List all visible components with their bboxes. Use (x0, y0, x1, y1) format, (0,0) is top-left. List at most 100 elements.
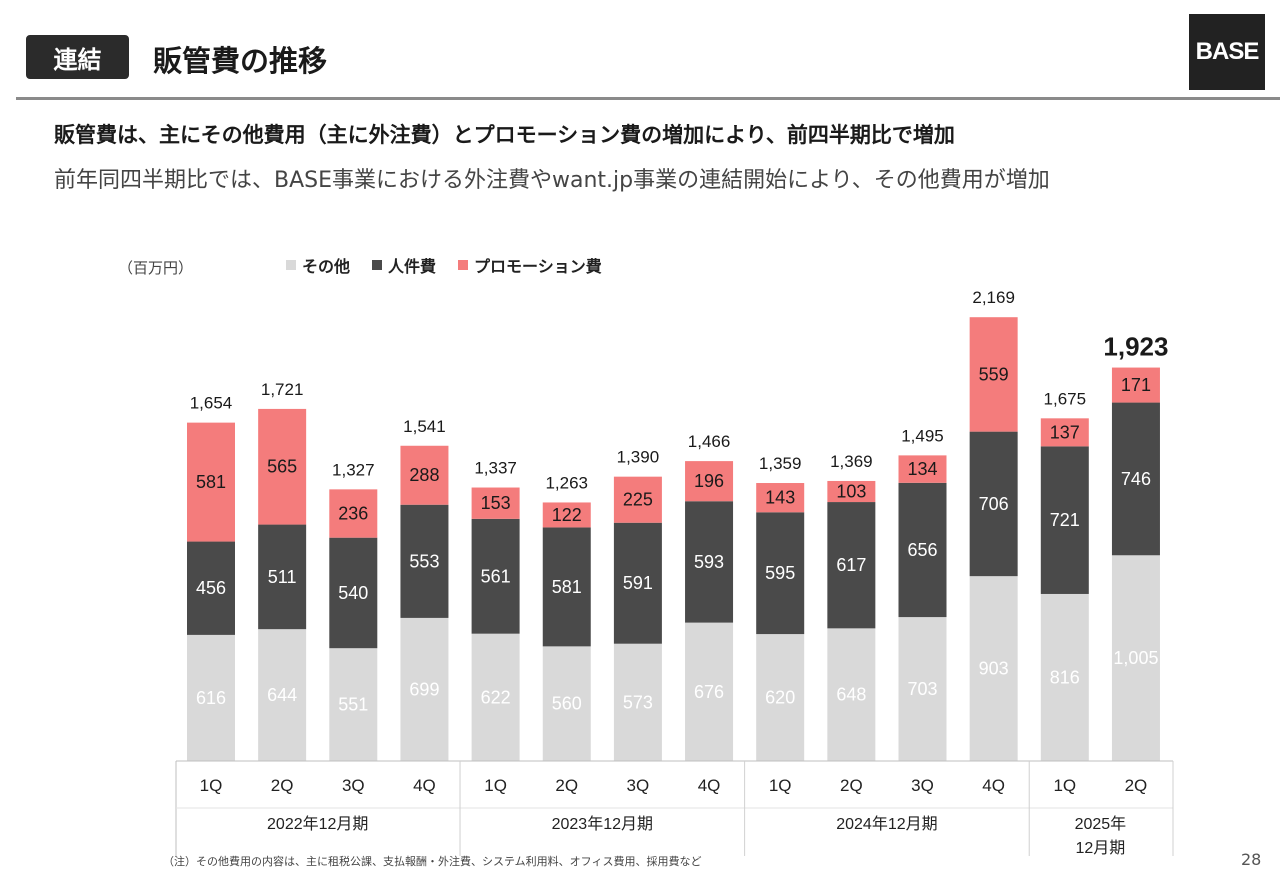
data-label-promotion-12: 559 (979, 364, 1009, 384)
consolidated-badge: 連結 (26, 35, 129, 79)
data-label-other-11: 703 (907, 679, 937, 699)
data-label-personnel-7: 591 (623, 573, 653, 593)
bar-other-11 (898, 617, 947, 761)
summary-line-2: 前年同四半期比では、BASE事業における外注費やwant.jp事業の連結開始によ… (54, 168, 1050, 193)
total-label-13: 1,675 (1044, 389, 1087, 408)
fiscal-year-label-3: 2024年12月期 (836, 815, 937, 833)
page-title: 販管費の推移 (153, 44, 328, 78)
data-label-other-13: 816 (1050, 667, 1080, 687)
fiscal-year-label-4-line-2: 12月期 (1075, 839, 1125, 857)
data-label-promotion-2: 565 (267, 457, 297, 477)
total-label-12: 2,169 (972, 288, 1015, 307)
bar-promotion-10 (827, 480, 876, 503)
quarter-label-11: 3Q (911, 776, 934, 795)
bar-promotion-2 (258, 408, 307, 525)
total-label-8: 1,466 (688, 432, 731, 451)
data-label-other-5: 622 (481, 687, 511, 707)
data-label-other-10: 648 (836, 685, 866, 705)
data-label-other-9: 620 (765, 688, 795, 708)
total-label-6: 1,263 (545, 473, 588, 492)
data-label-promotion-11: 134 (907, 459, 937, 479)
bar-personnel-4 (400, 504, 449, 618)
bar-promotion-6 (542, 502, 591, 528)
data-label-personnel-11: 656 (907, 540, 937, 560)
total-label-7: 1,390 (617, 448, 660, 467)
legend-label-promotion: プロモーション費 (474, 257, 602, 276)
quarter-label-12: 4Q (982, 776, 1005, 795)
legend-swatch-promotion (458, 260, 469, 270)
unit-label: （百万円） (118, 259, 194, 277)
bar-personnel-10 (827, 502, 876, 629)
legend-item-personnel: 人件費 (372, 253, 436, 277)
quarter-label-14: 2Q (1125, 776, 1148, 795)
legend-swatch-personnel (372, 260, 383, 270)
bar-promotion-4 (400, 445, 449, 505)
bar-other-7 (613, 643, 662, 761)
quarter-label-13: 1Q (1053, 776, 1076, 795)
legend-label-personnel: 人件費 (388, 257, 437, 276)
bar-other-2 (258, 629, 307, 761)
quarter-label-10: 2Q (840, 776, 863, 795)
bar-promotion-5 (471, 487, 520, 519)
data-label-personnel-14: 746 (1121, 469, 1151, 489)
quarter-label-8: 4Q (698, 776, 721, 795)
data-label-promotion-1: 581 (196, 472, 226, 492)
total-label-2: 1,721 (261, 380, 304, 399)
summary-line-1: 販管費は、主にその他費用（主に外注費）とプロモーション費の増加により、前四半期比… (54, 123, 955, 147)
quarter-label-1: 1Q (200, 776, 223, 795)
bar-personnel-2 (258, 524, 307, 630)
data-label-personnel-8: 593 (694, 552, 724, 572)
total-label-4: 1,541 (403, 417, 446, 436)
total-label-11: 1,495 (901, 426, 944, 445)
total-label-14: 1,923 (1103, 332, 1168, 362)
data-label-personnel-1: 456 (196, 578, 226, 598)
bar-personnel-7 (613, 522, 662, 644)
data-label-personnel-2: 511 (268, 567, 297, 587)
footnote: （注）その他費用の内容は、主に租税公課、支払報酬・外注費、システム利用料、オフィ… (163, 855, 702, 868)
data-label-other-4: 699 (409, 679, 439, 699)
total-label-5: 1,337 (474, 459, 517, 478)
data-label-other-12: 903 (979, 659, 1009, 679)
data-label-other-6: 560 (552, 694, 582, 714)
bar-personnel-11 (898, 482, 947, 618)
bar-personnel-14 (1111, 402, 1160, 556)
bar-promotion-3 (329, 489, 378, 538)
legend-label-other: その他 (302, 257, 351, 276)
data-label-other-7: 573 (623, 692, 653, 712)
page-number: 28 (1241, 850, 1262, 869)
bar-promotion-9 (756, 483, 805, 513)
bar-other-1 (187, 634, 235, 761)
bar-promotion-13 (1040, 418, 1089, 447)
data-label-other-8: 676 (694, 682, 724, 702)
quarter-label-6: 2Q (555, 776, 578, 795)
data-label-other-3: 551 (338, 695, 368, 715)
bar-other-10 (827, 628, 876, 761)
quarter-label-7: 3Q (627, 776, 650, 795)
data-label-personnel-5: 561 (481, 566, 511, 586)
data-label-personnel-12: 706 (979, 494, 1009, 514)
data-label-personnel-10: 617 (836, 555, 866, 575)
data-label-personnel-13: 721 (1050, 510, 1080, 530)
base-logo: BASE (1189, 14, 1265, 90)
bar-promotion-8 (685, 461, 734, 502)
bar-other-3 (329, 648, 378, 761)
legend-item-promotion: プロモーション費 (458, 253, 602, 277)
quarter-label-2: 2Q (271, 776, 294, 795)
fiscal-year-label-2: 2023年12月期 (552, 815, 653, 833)
data-label-promotion-3: 236 (338, 504, 368, 524)
data-label-promotion-13: 137 (1050, 422, 1080, 442)
bar-other-14 (1111, 555, 1160, 761)
data-label-other-1: 616 (196, 688, 226, 708)
bar-promotion-14 (1111, 367, 1160, 403)
data-label-promotion-5: 153 (481, 493, 511, 513)
data-label-other-14: 1,005 (1113, 648, 1158, 668)
fiscal-year-label-4-line-1: 2025年 (1075, 815, 1127, 833)
data-label-promotion-10: 103 (836, 482, 866, 502)
bar-promotion-1 (187, 422, 235, 542)
quarter-label-4: 4Q (413, 776, 436, 795)
quarter-label-3: 3Q (342, 776, 365, 795)
data-label-promotion-7: 225 (623, 490, 653, 510)
data-label-personnel-6: 581 (552, 577, 582, 597)
legend-item-other: その他 (286, 253, 350, 277)
